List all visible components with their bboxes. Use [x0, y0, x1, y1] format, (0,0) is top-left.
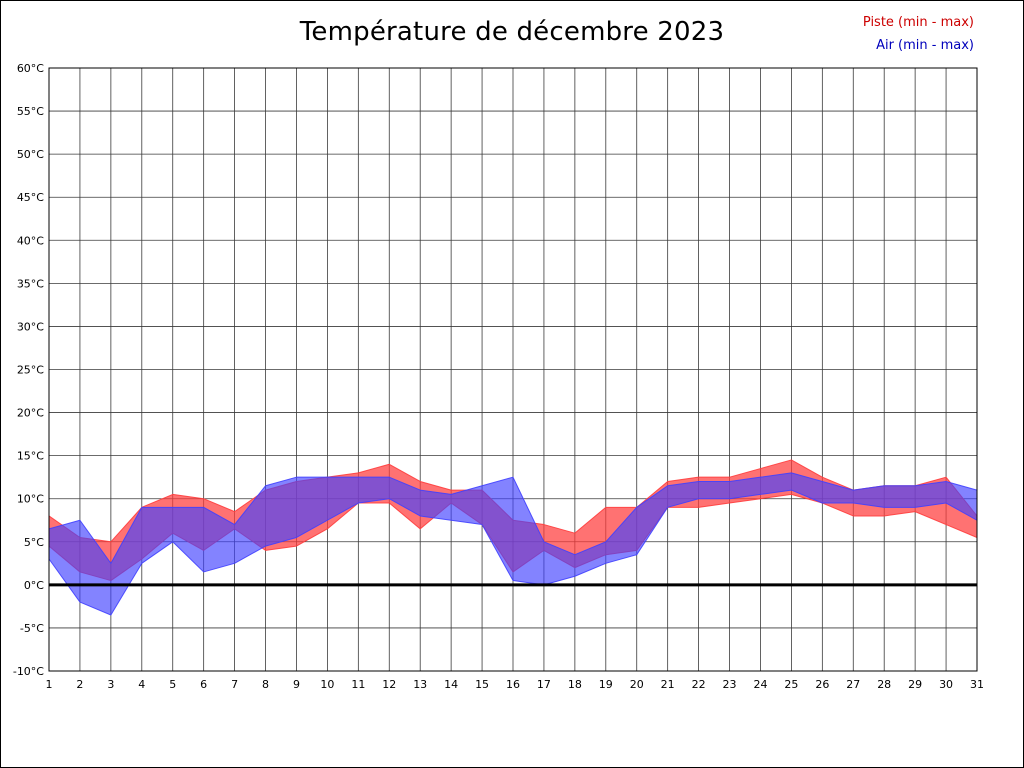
x-tick-label: 18 [568, 678, 582, 691]
y-tick-label: 35°C [17, 277, 44, 290]
y-tick-label: -5°C [20, 622, 44, 635]
x-tick-label: 31 [970, 678, 984, 691]
y-tick-label: 20°C [17, 407, 44, 420]
x-tick-label: 9 [293, 678, 300, 691]
chart-title: Température de décembre 2023 [299, 17, 725, 47]
x-tick-label: 11 [351, 678, 365, 691]
x-tick-label: 27 [846, 678, 860, 691]
x-tick-label: 1 [46, 678, 53, 691]
x-tick-label: 12 [382, 678, 396, 691]
x-tick-label: 19 [599, 678, 613, 691]
x-tick-label: 17 [537, 678, 551, 691]
y-tick-label: 55°C [17, 105, 44, 118]
x-tick-label: 26 [815, 678, 829, 691]
x-tick-label: 4 [138, 678, 145, 691]
y-tick-label: 50°C [17, 148, 44, 161]
x-tick-label: 2 [76, 678, 83, 691]
x-tick-label: 5 [169, 678, 176, 691]
plot-border [48, 67, 978, 672]
legend-air-label: Air (min - max) [876, 38, 974, 53]
x-tick-label: 23 [723, 678, 737, 691]
y-tick-label: 30°C [17, 320, 44, 333]
x-tick-label: 25 [784, 678, 798, 691]
legend: Piste (min - max) Air (min - max) [863, 11, 974, 57]
legend-piste-label: Piste (min - max) [862, 15, 974, 30]
y-tick-label: -10°C [13, 665, 44, 678]
y-tick-label: 5°C [24, 536, 44, 549]
x-tick-label: 10 [320, 678, 334, 691]
x-tick-label: 20 [630, 678, 644, 691]
x-tick-label: 24 [753, 678, 767, 691]
x-tick-label: 7 [231, 678, 238, 691]
y-tick-label: 10°C [17, 493, 44, 506]
x-tick-label: 30 [939, 678, 953, 691]
x-tick-label: 29 [908, 678, 922, 691]
y-tick-label: 25°C [17, 364, 44, 377]
x-tick-label: 6 [200, 678, 207, 691]
y-tick-label: 60°C [17, 62, 44, 75]
y-tick-label: 15°C [17, 450, 44, 463]
x-tick-label: 8 [262, 678, 269, 691]
y-tick-label: 0°C [24, 579, 44, 592]
x-tick-label: 3 [107, 678, 114, 691]
x-tick-label: 14 [444, 678, 458, 691]
x-tick-label: 21 [661, 678, 675, 691]
x-tick-label: 28 [877, 678, 891, 691]
x-tick-label: 13 [413, 678, 427, 691]
x-tick-label: 15 [475, 678, 489, 691]
y-tick-label: 40°C [17, 234, 44, 247]
x-tick-label: 22 [692, 678, 706, 691]
x-tick-label: 16 [506, 678, 520, 691]
y-tick-label: 45°C [17, 191, 44, 204]
